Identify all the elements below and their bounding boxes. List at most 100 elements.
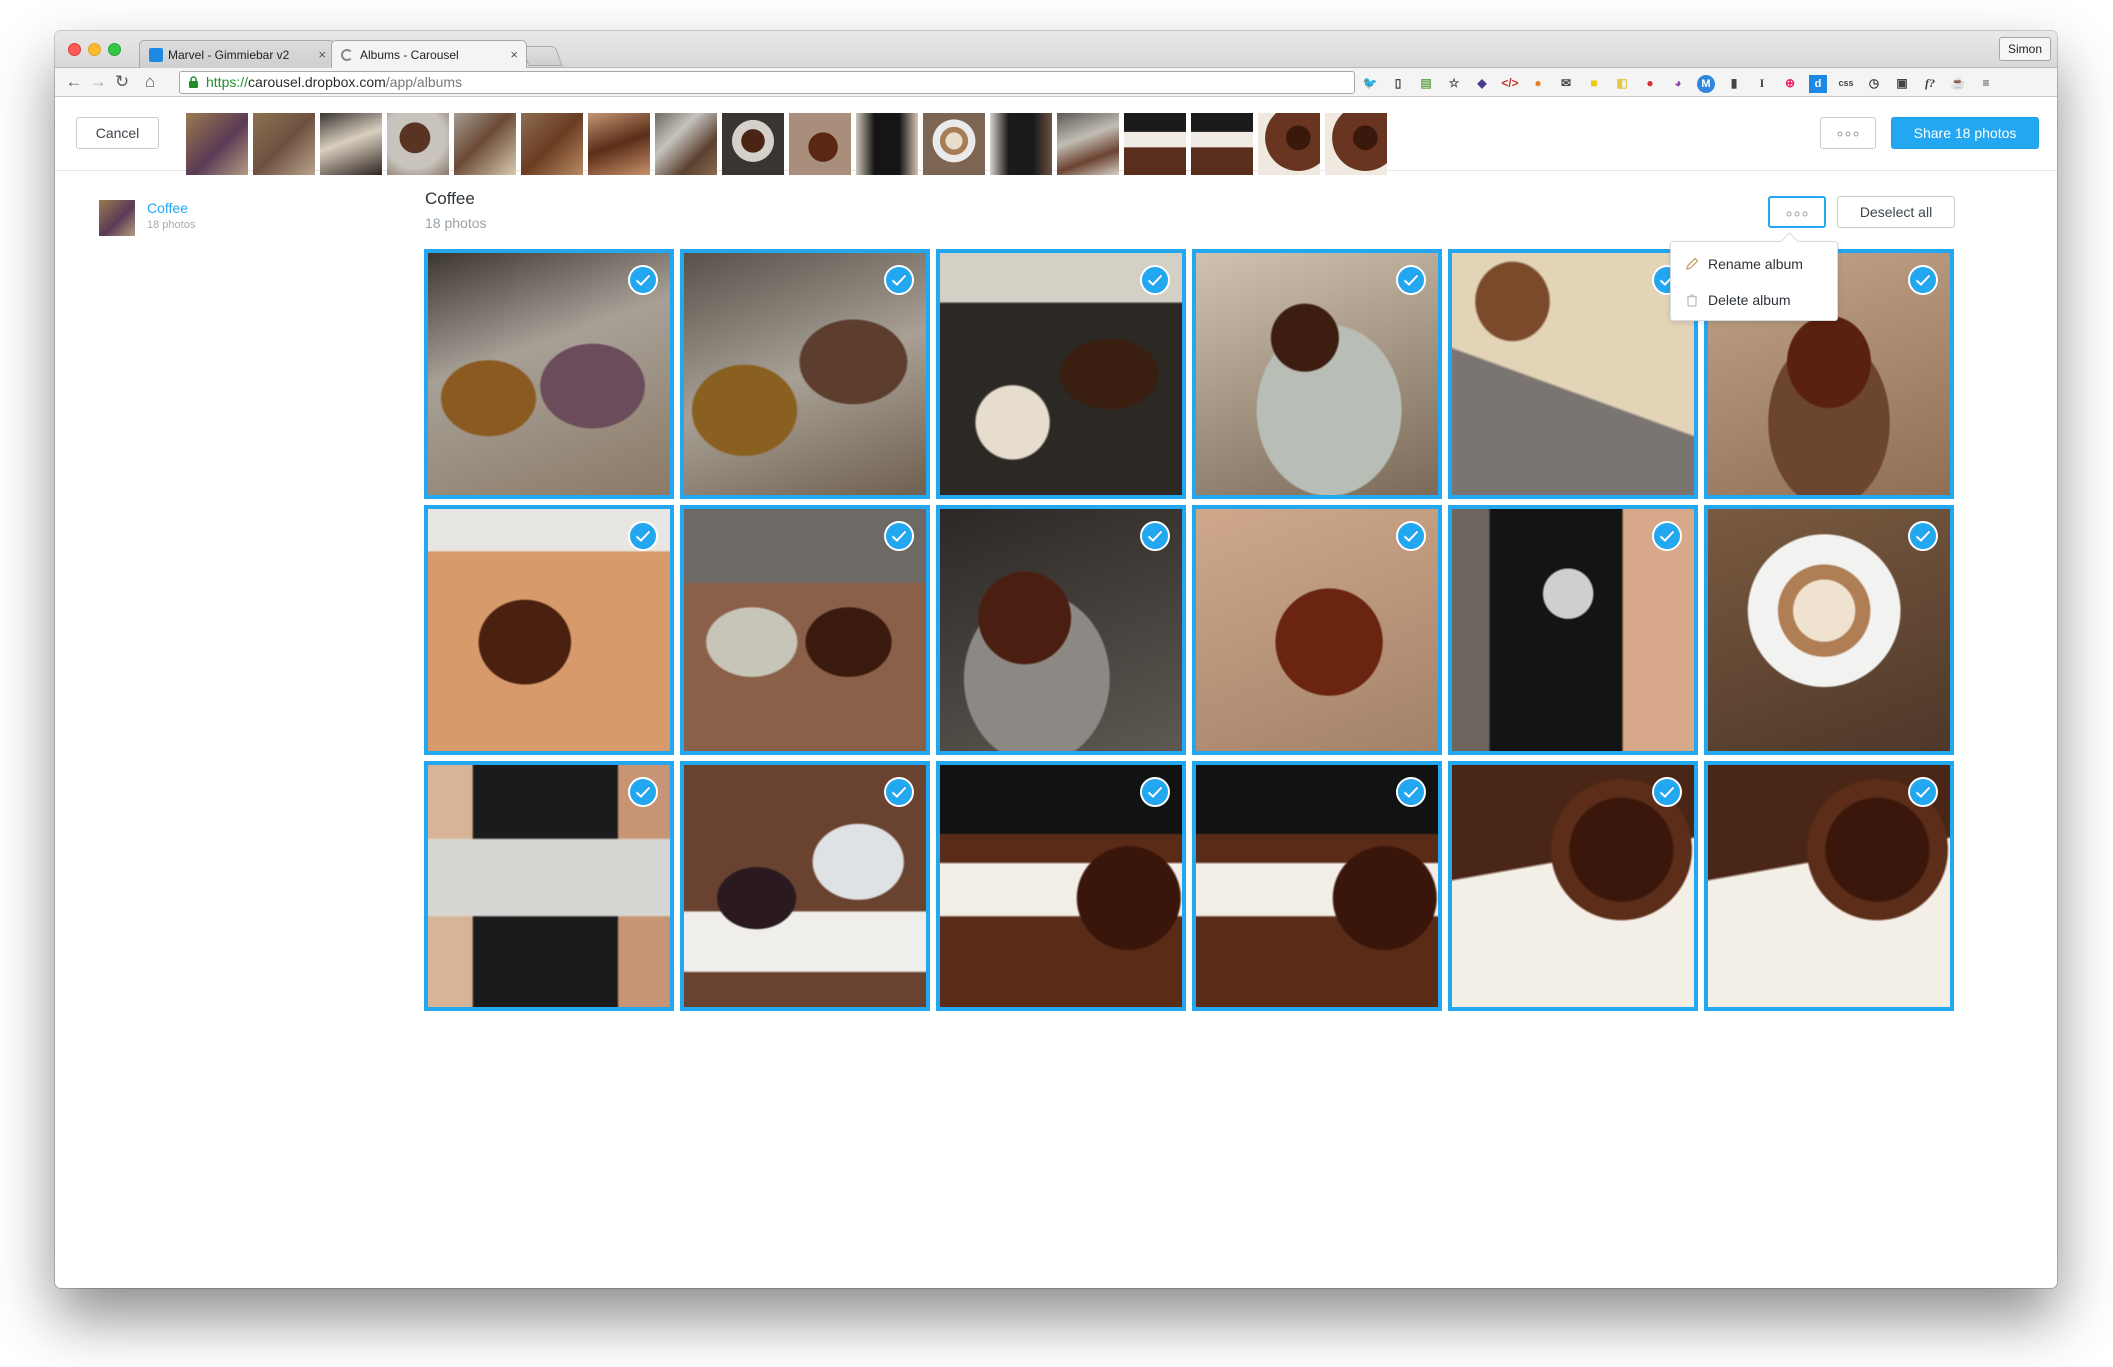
d-icon[interactable]: d <box>1807 72 1829 94</box>
photo-tile[interactable] <box>1192 505 1442 755</box>
code-icon[interactable]: </> <box>1501 76 1519 90</box>
address-bar[interactable]: https://carousel.dropbox.com/app/albums <box>179 71 1355 94</box>
strip-thumb[interactable] <box>320 113 382 175</box>
strip-thumb[interactable] <box>856 113 918 175</box>
tab-close-icon[interactable]: × <box>318 47 326 62</box>
selected-check-icon[interactable] <box>1396 265 1426 295</box>
strip-thumb[interactable] <box>1325 113 1387 175</box>
mail-icon[interactable]: ✉ <box>1560 76 1572 90</box>
photo-tile[interactable] <box>1192 761 1442 1011</box>
rename-album-item[interactable]: Rename album <box>1671 246 1837 282</box>
strip-thumb[interactable] <box>454 113 516 175</box>
strip-thumb[interactable] <box>789 113 851 175</box>
selected-check-icon[interactable] <box>1908 777 1938 807</box>
lastpass-icon[interactable]: ● <box>1646 76 1654 90</box>
tab-carousel[interactable]: Albums - Carousel × <box>331 40 527 68</box>
twitter-icon[interactable]: 🐦 <box>1362 76 1378 90</box>
strip-thumb[interactable] <box>1057 113 1119 175</box>
header-more-button[interactable] <box>1820 117 1876 149</box>
strip-thumb[interactable] <box>387 113 449 175</box>
plus-icon[interactable]: ⊕ <box>1784 76 1796 90</box>
photo-tile[interactable] <box>1448 761 1698 1011</box>
color-wheel-icon[interactable]: ◕ <box>1674 76 1682 90</box>
selected-check-icon[interactable] <box>628 265 658 295</box>
photo-tile[interactable] <box>424 249 674 499</box>
window-zoom-button[interactable] <box>108 43 121 56</box>
strip-thumb[interactable] <box>722 113 784 175</box>
selected-check-icon[interactable] <box>1908 265 1938 295</box>
strip-thumb[interactable] <box>923 113 985 175</box>
instapaper-icon[interactable]: I <box>1759 76 1765 90</box>
extension-icon[interactable]: ◆ <box>1477 76 1487 90</box>
album-count: 18 photos <box>425 215 487 231</box>
sidebar-album-item[interactable]: Coffee 18 photos <box>99 200 195 236</box>
selected-check-icon[interactable] <box>1396 777 1426 807</box>
selected-check-icon[interactable] <box>1140 265 1170 295</box>
selected-check-icon[interactable] <box>628 521 658 551</box>
strip-thumb[interactable] <box>186 113 248 175</box>
font-icon[interactable]: f? <box>1925 76 1935 90</box>
photo-tile[interactable] <box>680 249 930 499</box>
strip-thumb[interactable] <box>990 113 1052 175</box>
photo-tile[interactable] <box>1704 505 1954 755</box>
tab-close-icon[interactable]: × <box>510 47 518 62</box>
strip-thumb[interactable] <box>588 113 650 175</box>
selected-check-icon[interactable] <box>884 265 914 295</box>
strip-thumb[interactable] <box>1258 113 1320 175</box>
selected-check-icon[interactable] <box>1908 521 1938 551</box>
home-icon[interactable]: ⌂ <box>144 72 156 91</box>
delete-album-item[interactable]: Delete album <box>1671 282 1837 318</box>
photo-tile[interactable] <box>1448 505 1698 755</box>
note-icon[interactable]: ■ <box>1590 76 1598 90</box>
evernote-icon[interactable]: ▤ <box>1420 76 1432 90</box>
selected-check-icon[interactable] <box>1652 521 1682 551</box>
window-close-button[interactable] <box>68 43 81 56</box>
selected-check-icon[interactable] <box>1652 777 1682 807</box>
bookmark-star-icon[interactable]: ☆ <box>1448 76 1460 90</box>
photo-tile[interactable] <box>680 505 930 755</box>
cancel-button[interactable]: Cancel <box>76 117 159 149</box>
photo-tile[interactable] <box>424 505 674 755</box>
photo-tile[interactable] <box>1448 249 1698 499</box>
photo-tile[interactable] <box>936 761 1186 1011</box>
m-icon[interactable]: M <box>1695 72 1717 94</box>
strip-thumb[interactable] <box>655 113 717 175</box>
reload-icon[interactable]: ↻ <box>114 72 130 91</box>
css-icon[interactable]: css <box>1838 78 1854 88</box>
photo-tile[interactable] <box>424 761 674 1011</box>
clock-icon[interactable]: ◷ <box>1868 76 1880 90</box>
profile-button[interactable]: Simon <box>1998 37 2051 61</box>
url-host: carousel.dropbox.com <box>248 74 386 90</box>
selected-check-icon[interactable] <box>884 777 914 807</box>
reader-icon[interactable]: ▯ <box>1394 76 1402 90</box>
sticky-icon[interactable]: ◧ <box>1616 76 1628 90</box>
strip-thumb[interactable] <box>1124 113 1186 175</box>
selected-check-icon[interactable] <box>1140 521 1170 551</box>
menu-icon[interactable]: ≡ <box>1982 76 1990 90</box>
forward-icon[interactable]: → <box>89 72 107 91</box>
back-icon[interactable]: ← <box>65 72 83 91</box>
tab-marvel[interactable]: Marvel - Gimmiebar v2 × <box>139 40 335 68</box>
strip-thumb[interactable] <box>521 113 583 175</box>
photo-tile[interactable] <box>936 249 1186 499</box>
strip-thumb[interactable] <box>1191 113 1253 175</box>
photo-tile[interactable] <box>680 761 930 1011</box>
panel-icon[interactable]: ▣ <box>1896 76 1908 90</box>
fire-icon[interactable]: ● <box>1534 76 1542 90</box>
selected-check-icon[interactable] <box>628 777 658 807</box>
selected-check-icon[interactable] <box>1140 777 1170 807</box>
window-minimize-button[interactable] <box>88 43 101 56</box>
stats-icon[interactable]: ▮ <box>1730 76 1738 90</box>
selected-check-icon[interactable] <box>884 521 914 551</box>
strip-thumb[interactable] <box>253 113 315 175</box>
photo-tile[interactable] <box>936 505 1186 755</box>
photo-tile[interactable] <box>1704 761 1954 1011</box>
new-tab-button[interactable] <box>521 46 563 66</box>
deselect-all-button[interactable]: Deselect all <box>1837 196 1955 228</box>
photo-grid <box>424 249 1954 1011</box>
photo-tile[interactable] <box>1192 249 1442 499</box>
selected-check-icon[interactable] <box>1396 521 1426 551</box>
album-options-button[interactable] <box>1768 196 1826 228</box>
share-button[interactable]: Share 18 photos <box>1891 117 2039 149</box>
coffee-icon[interactable]: ☕ <box>1950 76 1966 90</box>
